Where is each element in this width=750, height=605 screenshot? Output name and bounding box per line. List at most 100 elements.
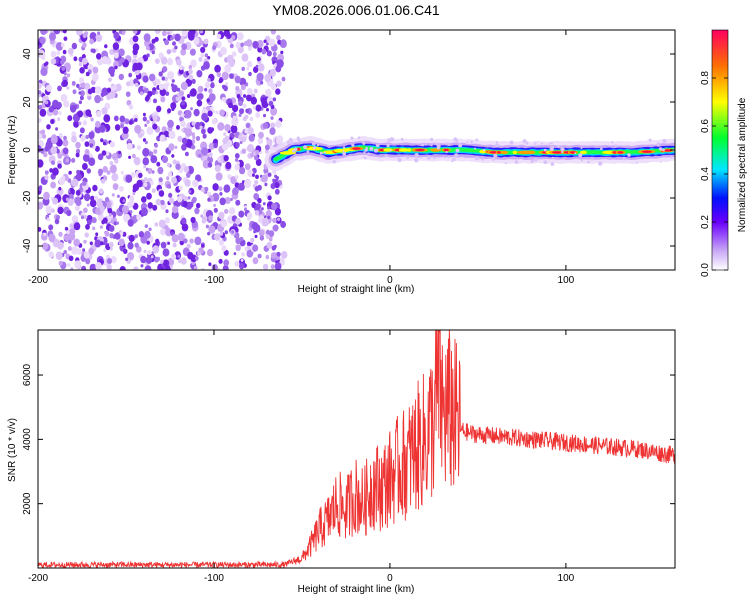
spectrogram-noise-cell xyxy=(75,148,81,154)
spectrogram-noise-cell xyxy=(50,181,56,189)
spectrogram-noise-cell xyxy=(71,135,77,143)
spectrogram-speckle xyxy=(560,147,565,152)
spectrogram-noise-cell xyxy=(258,131,264,139)
spectrogram-noise-cell xyxy=(186,243,191,249)
spectrogram-noise-cell xyxy=(148,227,152,232)
spectrogram-noise-cell xyxy=(264,73,272,83)
spectrogram-noise-cell xyxy=(40,30,48,35)
spectrogram-noise-cell xyxy=(174,33,181,42)
spectrogram-noise-cell xyxy=(103,248,107,253)
spectrogram-noise-cell xyxy=(262,202,266,206)
spectrogram-noise-cell xyxy=(79,77,85,84)
spectrogram-speckle xyxy=(342,150,345,153)
spectrogram-noise-cell xyxy=(170,231,174,236)
snr-series-line xyxy=(38,330,675,568)
spectrogram-noise-cell xyxy=(212,109,215,113)
spectrogram-noise-cell xyxy=(260,97,267,104)
spectrogram-noise-cell xyxy=(271,202,278,211)
spectrogram-noise-cell xyxy=(238,210,245,218)
spectrogram-noise-cell xyxy=(154,36,159,42)
spectrogram-noise-cell xyxy=(146,119,150,124)
spectrogram-noise-cell xyxy=(92,66,99,74)
spectrogram-noise-cell xyxy=(58,111,62,115)
spectrogram-noise-cell xyxy=(165,228,173,237)
spectrogram-noise-cell xyxy=(254,210,260,216)
spectrogram-noise-cell xyxy=(67,263,71,267)
spectrogram-speckle xyxy=(481,158,484,161)
spectrogram-noise-cell xyxy=(80,215,85,220)
spectrogram-noise-cell xyxy=(259,235,265,241)
spectrogram-speckle xyxy=(493,153,498,158)
spectrogram-speckle xyxy=(662,138,667,143)
spectrogram-noise-cell xyxy=(114,124,121,131)
spectrogram-speckle xyxy=(482,148,486,152)
spectrogram-noise-cell xyxy=(82,248,86,252)
spectrogram-noise-cell xyxy=(226,54,234,64)
spectrogram-noise-cell xyxy=(165,91,170,96)
spectrogram-noise-cell xyxy=(244,114,249,120)
spectrogram-noise-cell xyxy=(108,241,114,248)
spectrogram-noise-cell xyxy=(100,92,105,98)
spectrogram-noise-cell xyxy=(73,222,81,231)
spectrogram-noise-cell xyxy=(111,173,119,182)
signal-hotspot xyxy=(580,150,587,155)
spectrogram-noise-cell xyxy=(168,197,175,204)
spectrogram-noise-cell xyxy=(57,241,64,250)
spectrogram-noise-cell xyxy=(177,135,183,142)
spectrogram-noise-cell xyxy=(233,252,237,256)
spectrogram-noise-cell xyxy=(257,253,262,259)
spectrogram-noise-cell xyxy=(228,102,233,109)
spectrogram-noise-cell xyxy=(48,224,54,231)
spectrogram-noise-cell xyxy=(204,186,209,192)
spectrogram-speckle xyxy=(290,156,293,160)
spectrogram-noise-cell xyxy=(268,38,276,47)
spectrogram-noise-cell xyxy=(171,253,177,260)
spectrogram-noise-cell xyxy=(38,227,42,232)
spectrogram-noise-cell xyxy=(126,99,132,106)
spectrogram-speckle xyxy=(470,140,473,144)
spectrogram-noise-cell xyxy=(89,241,93,245)
spectrogram-noise-cell xyxy=(265,234,270,240)
spectrogram-noise-cell xyxy=(45,84,52,92)
spectrogram-speckle xyxy=(453,137,458,142)
spectrogram-noise-cell xyxy=(184,109,192,119)
spectrogram-speckle xyxy=(551,156,554,159)
spectrogram-speckle xyxy=(446,142,449,146)
spectrogram-noise-cell xyxy=(150,255,154,259)
spectrogram-noise-cell xyxy=(164,39,170,46)
spectrogram-noise-cell xyxy=(178,258,182,264)
spectrogram-speckle xyxy=(543,160,548,164)
spectrogram-noise-cell xyxy=(101,107,108,115)
spectrogram-noise-cell xyxy=(113,60,119,69)
spectrogram-speckle xyxy=(435,142,439,146)
spectrogram-noise-cell xyxy=(207,197,211,202)
spectrogram-noise-cell xyxy=(198,154,202,158)
spectrogram-noise-cell xyxy=(102,141,107,146)
spectrogram-noise-cell xyxy=(126,81,131,87)
spectrogram-noise-cell xyxy=(75,173,82,182)
spectrogram-noise-cell xyxy=(78,121,82,126)
y-tick-label: 20 xyxy=(22,96,33,108)
spectrogram-noise-cell xyxy=(180,81,188,91)
spectrogram-noise-cell xyxy=(171,79,175,83)
spectrogram-noise-cell xyxy=(118,30,123,35)
spectrogram-noise-cell xyxy=(146,45,150,51)
spectrogram-noise-cell xyxy=(125,91,131,97)
spectrogram-noise-cell xyxy=(146,126,154,135)
spectrogram-noise-cell xyxy=(139,91,144,96)
spectrogram-noise-cell xyxy=(167,58,174,66)
spectrogram-speckle xyxy=(384,154,388,158)
spectrogram-noise-cell xyxy=(112,42,120,51)
spectrogram-noise-cell xyxy=(218,258,223,264)
spectrogram-noise-cell xyxy=(144,140,148,145)
spectrogram-noise-cell xyxy=(200,53,205,58)
spectrogram-noise-cell xyxy=(168,130,176,140)
spectrogram-noise-cell xyxy=(115,83,122,92)
spectrogram-noise-cell xyxy=(207,162,213,168)
spectrogram-noise-cell xyxy=(125,257,129,261)
spectrogram-noise-cell xyxy=(200,187,205,193)
spectrogram-noise-cell xyxy=(266,241,273,249)
spectrogram-noise-cell xyxy=(274,174,278,178)
spectrogram-noise-cell xyxy=(55,214,61,220)
spectrogram-noise-cell xyxy=(49,168,53,173)
